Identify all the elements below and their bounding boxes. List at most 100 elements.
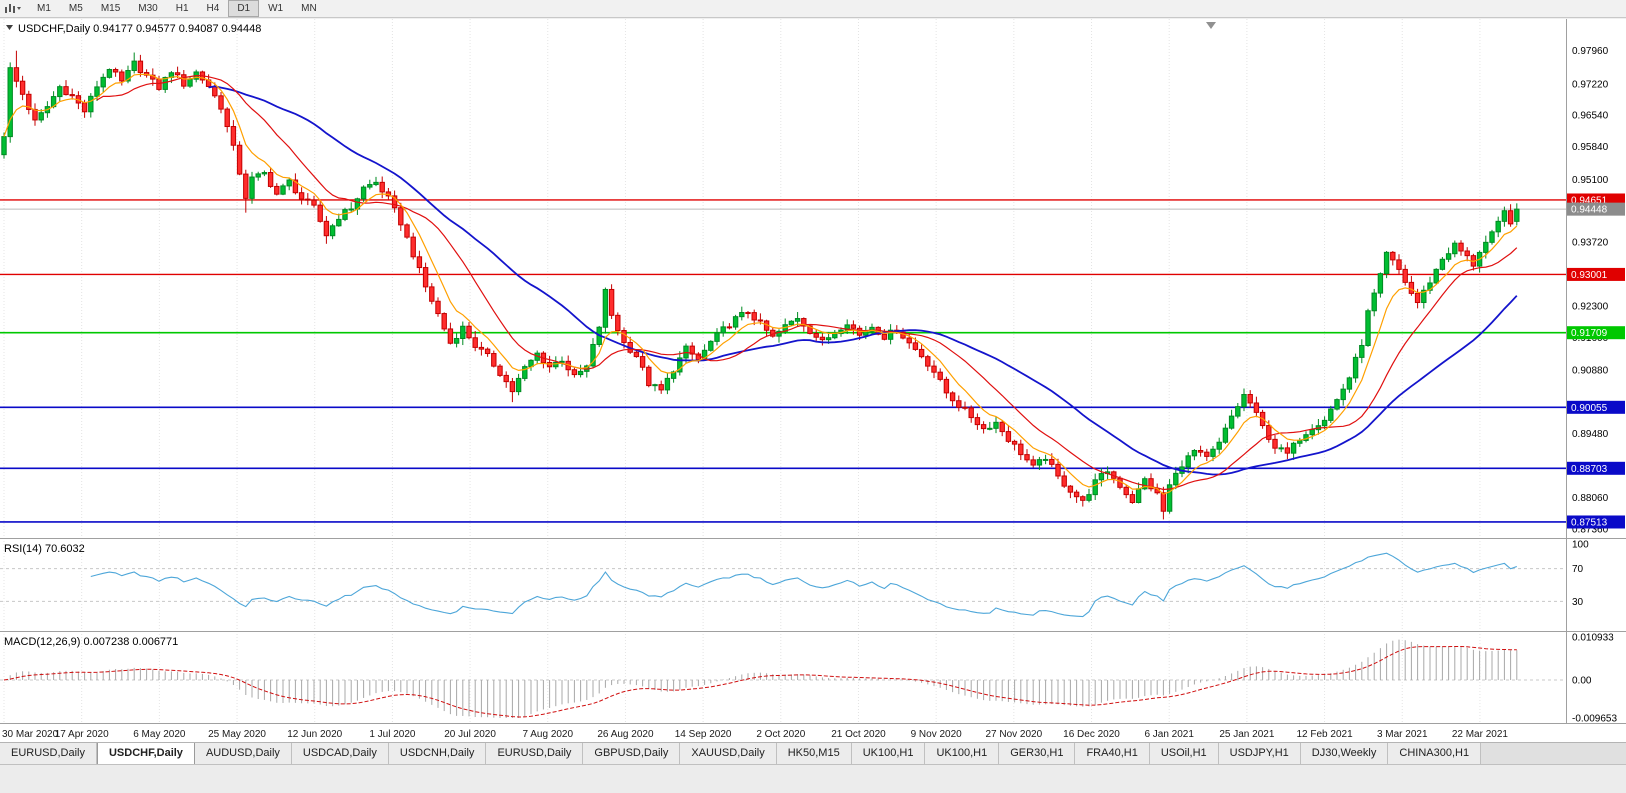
- candle-body: [999, 421, 1005, 433]
- candle-body: [484, 348, 491, 355]
- candle-body: [422, 267, 429, 288]
- timeframe-buttons: M1 M5 M15 M30 H1 H4 D1 W1 MN: [28, 0, 326, 17]
- candle-body: [1148, 478, 1154, 490]
- level-price-box-text: 0.91709: [1571, 328, 1608, 339]
- chart-tab-14[interactable]: USDJPY,H1: [1218, 743, 1301, 765]
- candle-body: [1464, 250, 1470, 257]
- candle-body: [112, 69, 119, 73]
- candle-body: [1359, 344, 1365, 358]
- candle-body: [1489, 231, 1495, 243]
- candle-body: [1123, 486, 1129, 496]
- date-label: 16 Dec 2020: [1063, 729, 1120, 740]
- candle-body: [850, 324, 857, 329]
- timeframe-button-mn[interactable]: MN: [301, 3, 317, 14]
- price-tick-label: 0.89480: [1572, 429, 1609, 440]
- chart-tab-10[interactable]: UK100,H1: [925, 743, 1000, 765]
- candle-body: [106, 69, 113, 78]
- timeframe-button-w1[interactable]: W1: [268, 3, 284, 14]
- candle-body: [1216, 441, 1222, 450]
- candle-body: [1135, 488, 1142, 503]
- chart-tab-0[interactable]: EURUSD,Daily: [0, 743, 97, 765]
- timeframe-button-m15[interactable]: M15: [100, 3, 121, 14]
- date-label: 26 Aug 2020: [597, 729, 654, 740]
- candle-body: [38, 112, 44, 121]
- candle-body: [1483, 241, 1489, 253]
- candle-body: [708, 340, 714, 351]
- date-label: 6 Jan 2021: [1144, 729, 1194, 740]
- date-label: 20 Jul 2020: [444, 729, 496, 740]
- rsi-scale-label: 70: [1572, 564, 1584, 575]
- candle-body: [714, 332, 720, 342]
- candle-body: [571, 369, 578, 376]
- chart-area[interactable]: 0.97960 0.97220 0.96540 0.95840 0.95100 0.937…: [0, 19, 1626, 742]
- chart-tab-7[interactable]: XAUUSD,Daily: [680, 743, 777, 765]
- current-price-box: [1567, 202, 1625, 216]
- candle-body: [1024, 454, 1030, 461]
- candle-body: [1129, 494, 1136, 503]
- chart-tab-3[interactable]: USDCAD,Daily: [291, 743, 389, 765]
- symbol-dropdown-arrow[interactable]: [6, 25, 13, 30]
- chart-tab-5[interactable]: EURUSD,Daily: [486, 743, 584, 765]
- current-price-box-text: 0.94448: [1571, 205, 1608, 216]
- candle-body: [739, 312, 745, 318]
- level-price-box-text: 0.94651: [1571, 195, 1608, 206]
- chart-tab-9[interactable]: UK100,H1: [851, 743, 926, 765]
- chart-tab-2[interactable]: AUDUSD,Daily: [194, 743, 292, 765]
- date-label: 30 Mar 2020: [2, 729, 59, 740]
- level-price-box-text: 0.90055: [1571, 403, 1608, 414]
- candle-body: [1377, 273, 1384, 294]
- price-tick-label: 0.97220: [1572, 80, 1609, 91]
- candle-body: [931, 365, 937, 373]
- candle-body: [1396, 259, 1402, 270]
- candle-body: [1185, 455, 1191, 468]
- chart-shift-marker[interactable]: [1206, 22, 1216, 29]
- candle-body: [590, 343, 596, 367]
- timeframe-button-h1[interactable]: H1: [175, 3, 189, 14]
- candle-body: [1092, 479, 1098, 496]
- chart-tab-12[interactable]: FRA40,H1: [1075, 743, 1150, 765]
- candle-body: [1, 136, 7, 156]
- chart-tab-16[interactable]: CHINA300,H1: [1388, 743, 1482, 765]
- date-label: 22 Mar 2021: [1452, 729, 1509, 740]
- chart-tab-11[interactable]: GER30,H1: [999, 743, 1076, 765]
- candle-body: [181, 74, 187, 87]
- candle-body: [1098, 473, 1105, 481]
- chart-type-icon[interactable]: [0, 1, 26, 17]
- chart-tab-1[interactable]: USDCHF,Daily: [96, 743, 195, 765]
- candle-body: [460, 325, 466, 339]
- candle-body: [906, 337, 912, 344]
- candle-body: [980, 424, 987, 430]
- rsi-label: RSI(14) 70.6032: [4, 543, 85, 555]
- moving-average-mid: [96, 74, 1518, 491]
- timeframe-button-m5[interactable]: M5: [68, 3, 83, 14]
- candle-body: [187, 78, 193, 87]
- candle-body: [398, 207, 404, 226]
- candle-body: [956, 400, 962, 408]
- chart-tab-15[interactable]: DJ30,Weekly: [1300, 743, 1389, 765]
- date-label: 1 Jul 2020: [369, 729, 416, 740]
- candle-body: [360, 186, 367, 200]
- chart-tab-6[interactable]: GBPUSD,Daily: [583, 743, 681, 765]
- candle-body: [1452, 242, 1458, 255]
- timeframe-button-h4[interactable]: H4: [206, 3, 220, 14]
- timeframe-button-d1[interactable]: D1: [228, 0, 260, 17]
- timeframe-button-m30[interactable]: M30: [138, 3, 158, 14]
- candle-body: [336, 218, 342, 227]
- candle-body: [32, 108, 38, 121]
- candle-body: [224, 108, 230, 128]
- chart-tab-4[interactable]: USDCNH,Daily: [388, 743, 487, 765]
- chart-tab-13[interactable]: USOil,H1: [1149, 743, 1219, 765]
- candle-body: [1235, 406, 1241, 417]
- chart-tab-8[interactable]: HK50,M15: [776, 743, 852, 765]
- price-tick-label: 0.95100: [1572, 175, 1609, 186]
- candle-body: [1241, 394, 1247, 408]
- price-chart-svg[interactable]: 0.97960 0.97220 0.96540 0.95840 0.95100 0.937…: [0, 19, 1626, 742]
- candle-body: [1507, 210, 1514, 225]
- candle-body: [1439, 258, 1446, 270]
- candle-body: [1458, 242, 1464, 252]
- candle-body: [311, 199, 317, 206]
- candle-body: [962, 406, 968, 409]
- candle-body: [466, 325, 472, 339]
- timeframe-button-m1[interactable]: M1: [37, 3, 51, 14]
- date-label: 21 Oct 2020: [831, 729, 886, 740]
